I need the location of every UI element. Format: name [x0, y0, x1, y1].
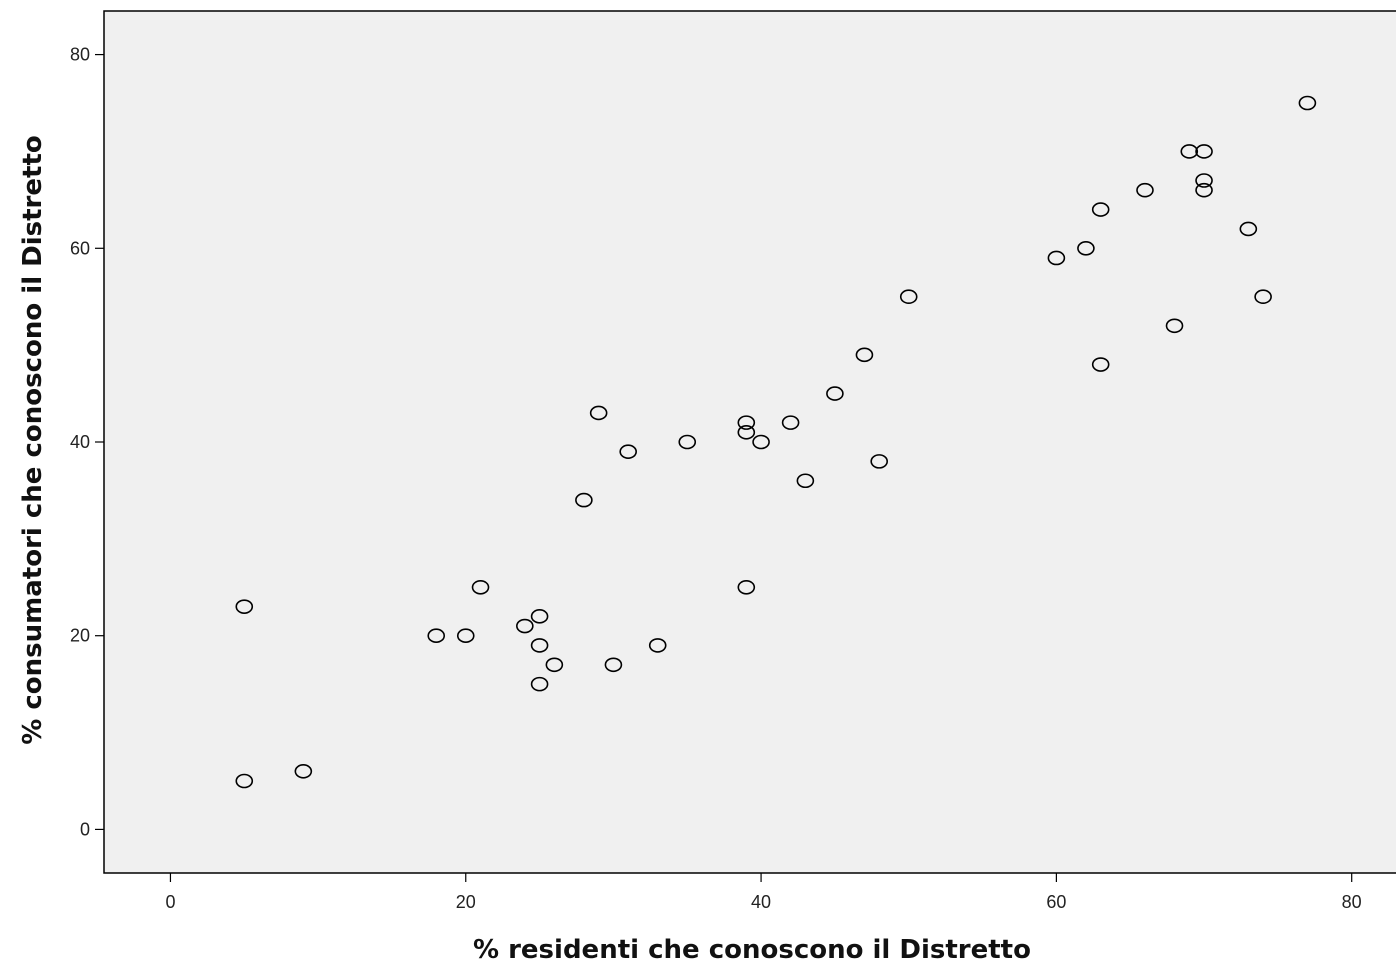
data-point	[471, 579, 490, 595]
data-point	[1077, 240, 1095, 256]
data-point	[737, 425, 756, 440]
data-point	[294, 764, 313, 779]
x-tick-label: 20	[456, 892, 476, 912]
data-point	[575, 492, 593, 508]
data-point	[456, 628, 475, 644]
data-point	[604, 657, 623, 673]
data-points	[235, 95, 1317, 789]
data-point	[589, 405, 608, 421]
x-tick-label: 40	[751, 892, 771, 912]
data-point	[1091, 357, 1110, 372]
data-point	[781, 415, 800, 430]
x-tick-label: 0	[165, 892, 175, 912]
data-point	[545, 657, 564, 673]
data-point	[752, 434, 770, 450]
data-point	[1195, 144, 1213, 159]
data-point	[530, 676, 549, 692]
x-axis-title: % residenti che conoscono il Distretto	[473, 935, 1031, 965]
y-axis-ticks: 0 20 40 60 80	[70, 45, 104, 839]
data-point	[427, 628, 446, 644]
data-point	[1047, 250, 1066, 266]
y-tick-label: 80	[70, 45, 90, 65]
data-point	[619, 444, 637, 459]
data-point	[899, 289, 918, 305]
x-tick-label: 60	[1046, 892, 1066, 912]
data-point	[826, 386, 844, 401]
x-axis-ticks: 0 20 40 60 80	[165, 873, 1362, 912]
data-point	[648, 638, 667, 653]
data-point	[235, 773, 254, 789]
data-point	[737, 579, 756, 595]
data-point	[1239, 221, 1258, 237]
data-point	[796, 473, 815, 489]
data-point	[1195, 182, 1213, 198]
y-tick-label: 40	[70, 432, 90, 452]
data-point	[737, 415, 756, 430]
data-point	[530, 609, 549, 624]
data-point	[235, 599, 254, 614]
y-tick-label: 0	[80, 819, 90, 839]
y-tick-label: 20	[70, 626, 90, 646]
data-point	[1298, 95, 1317, 111]
data-point	[1165, 318, 1184, 334]
data-point	[1195, 173, 1213, 188]
data-point	[530, 638, 549, 653]
plot-area	[103, 10, 1396, 874]
data-point	[1180, 144, 1199, 159]
x-tick-label: 80	[1342, 892, 1362, 912]
data-point	[870, 454, 889, 469]
data-point	[855, 347, 874, 363]
y-tick-label: 60	[70, 238, 90, 258]
y-axis-title: % consumatori che conoscono il Distretto	[18, 135, 48, 744]
data-point	[678, 434, 697, 450]
data-point	[1254, 289, 1272, 305]
data-point	[516, 618, 534, 634]
data-point	[1136, 182, 1154, 198]
data-point	[1091, 202, 1110, 217]
